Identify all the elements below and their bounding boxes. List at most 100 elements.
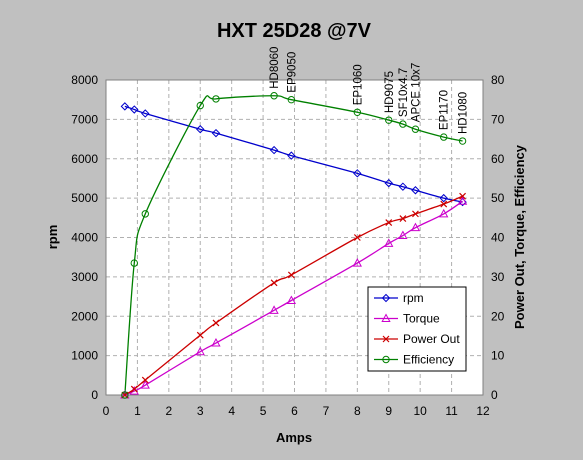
legend-label-rpm: rpm — [403, 291, 424, 305]
legend-label-efficiency: Efficiency — [403, 353, 454, 367]
data-point-power-out — [130, 385, 138, 393]
data-point-efficiency — [385, 116, 393, 124]
y-left-tick-label: 1000 — [71, 349, 98, 363]
x-tick-label: 8 — [354, 404, 361, 418]
prop-label: HD9075 — [384, 71, 396, 113]
data-point-rpm — [196, 125, 205, 134]
data-point-rpm — [411, 186, 420, 195]
data-point-torque — [352, 258, 362, 267]
prop-label: EP1170 — [439, 90, 451, 130]
x-axis-title: Amps — [276, 430, 312, 445]
y-right-tick-label: 0 — [491, 388, 498, 402]
data-point-torque — [140, 380, 150, 389]
data-point-rpm — [211, 128, 221, 138]
data-point-efficiency — [353, 108, 362, 116]
x-tick-label: 4 — [228, 404, 235, 418]
data-point-rpm — [120, 102, 130, 111]
data-point-power-out — [196, 331, 204, 339]
legend-marker-rpm — [381, 293, 391, 303]
data-point-efficiency — [270, 92, 278, 100]
data-point-rpm — [439, 193, 448, 203]
data-point-rpm — [384, 178, 393, 188]
data-point-rpm — [287, 151, 296, 160]
prop-label: EP1060 — [352, 64, 364, 105]
data-point-efficiency — [399, 120, 407, 128]
prop-label: APCE 10x7 — [410, 63, 422, 122]
plot-frame — [105, 79, 484, 396]
data-point-torque — [457, 196, 468, 205]
y-right-tick-label: 10 — [491, 349, 505, 363]
data-point-torque — [439, 208, 449, 218]
prop-labels: HD8060 EP9050 EP1060 HD9075 SF10x4.7 APCE 10x… — [269, 47, 470, 134]
data-point-power-out — [121, 391, 129, 399]
legend-marker-power-out — [382, 335, 390, 343]
y-left-tick-label: 2000 — [71, 309, 98, 323]
data-point-power-out — [412, 210, 419, 218]
prop-label: HD8060 — [269, 47, 281, 89]
data-point-torque — [211, 337, 221, 347]
x-tick-label: 3 — [197, 404, 204, 418]
data-point-torque — [410, 222, 421, 232]
data-point-efficiency — [121, 391, 129, 399]
series-line-rpm — [124, 105, 463, 203]
chart-title: HXT 25D28 @7V — [217, 20, 372, 42]
y-left-tick-label: 3000 — [71, 270, 98, 284]
prop-label: SF10x4.7 — [398, 68, 410, 117]
y-right-tick-label: 80 — [491, 73, 505, 87]
data-point-efficiency — [130, 259, 138, 267]
y-right-tick-label: 20 — [491, 309, 505, 323]
x-tick-label: 6 — [291, 404, 298, 418]
legend-marker-torque — [381, 313, 391, 322]
legend-label-power-out: Power Out — [403, 332, 460, 346]
y-right-tick-label: 60 — [491, 152, 505, 166]
data-point-rpm — [130, 105, 139, 114]
data-point-power-out — [270, 279, 278, 287]
y-left-tick-label: 0 — [91, 388, 98, 402]
series-line-torque — [124, 200, 463, 396]
data-point-torque — [384, 238, 394, 247]
data-point-power-out — [459, 192, 467, 200]
data-point-torque — [398, 230, 408, 240]
data-point-power-out — [440, 200, 448, 208]
x-tick-label: 10 — [413, 404, 427, 418]
prop-label: HD1080 — [458, 92, 470, 134]
data-point-efficiency — [287, 95, 296, 104]
x-tick-label: 11 — [445, 404, 458, 418]
y-left-tick-label: 4000 — [71, 231, 98, 245]
x-tick-label: 9 — [385, 404, 392, 418]
y-left-tick-label: 5000 — [71, 191, 98, 205]
data-point-power-out — [287, 271, 295, 279]
data-point-torque — [269, 305, 279, 314]
prop-label: EP9050 — [286, 52, 298, 93]
legend-label-torque: Torque — [403, 312, 440, 326]
data-point-efficiency — [196, 101, 204, 110]
data-point-power-out — [399, 215, 407, 223]
series-line-efficiency — [124, 95, 463, 396]
y-right-tick-label: 70 — [491, 112, 505, 126]
data-point-rpm — [269, 145, 279, 155]
y-left-tick-label: 6000 — [71, 152, 98, 166]
y-left-tick-label: 8000 — [71, 73, 98, 87]
data-point-efficiency — [440, 133, 448, 141]
x-tick-label: 12 — [476, 404, 490, 418]
data-point-efficiency — [141, 210, 149, 218]
x-tick-label: 2 — [165, 404, 172, 418]
legend: rpm Torque Power Out Efficiency — [367, 286, 467, 372]
data-point-power-out — [353, 234, 361, 241]
y-right-tick-label: 30 — [491, 270, 505, 284]
x-tick-label: 7 — [323, 404, 330, 418]
y-right-axis-title: Power Out, Torque, Efficiency — [512, 144, 527, 329]
y-left-tick-label: 7000 — [71, 112, 98, 126]
data-point-efficiency — [212, 95, 220, 103]
x-tick-label: 0 — [103, 404, 110, 418]
data-point-rpm — [398, 182, 408, 191]
data-point-torque — [195, 346, 205, 356]
x-tick-label: 1 — [134, 404, 141, 418]
y-left-axis-title: rpm — [45, 225, 60, 250]
data-point-torque — [286, 295, 296, 304]
data-point-power-out — [385, 219, 393, 226]
series-markers — [120, 92, 468, 399]
data-point-efficiency — [458, 137, 467, 145]
